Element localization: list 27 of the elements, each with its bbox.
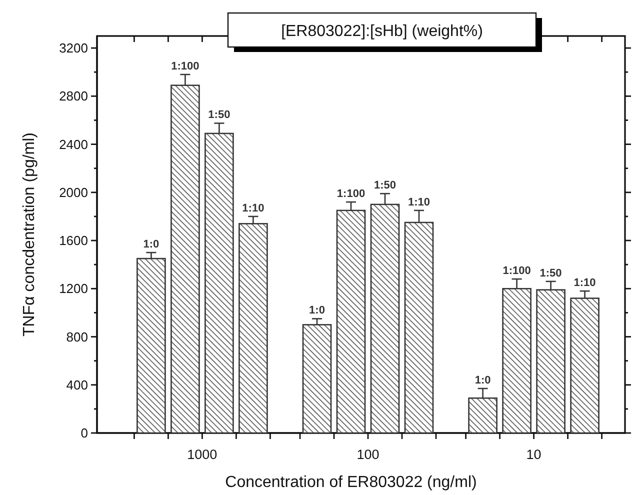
text: 1:10 bbox=[242, 202, 264, 214]
series-label: 1:10 bbox=[574, 277, 596, 290]
series-label: 1:100 bbox=[336, 188, 366, 200]
text: 1:100 bbox=[502, 265, 531, 278]
y-tick-label: 400 bbox=[66, 377, 88, 392]
x-axis-title: Concentration of ER803022 (ng/ml) bbox=[225, 474, 477, 491]
text: 1:0 bbox=[309, 304, 325, 317]
y-tick-label: 800 bbox=[66, 329, 88, 344]
x-tick-label: 10 bbox=[526, 447, 542, 462]
y-tick-label: 0 bbox=[80, 426, 88, 441]
x-tick-label: 1000 bbox=[187, 447, 218, 462]
y-tick-label: 2400 bbox=[59, 136, 88, 152]
text: 1:50 bbox=[208, 109, 230, 122]
series-label: 1:0 bbox=[143, 238, 160, 251]
y-tick-label: 1600 bbox=[59, 233, 88, 248]
series-label: 1:50 bbox=[540, 267, 562, 280]
y-tick-label: 1200 bbox=[59, 281, 88, 296]
x-tick-label: 100 bbox=[356, 447, 380, 462]
text: 1:0 bbox=[474, 374, 491, 386]
y-tick-label: 3200 bbox=[59, 40, 88, 56]
text: 1:100 bbox=[171, 60, 200, 72]
y-tick-label: 2000 bbox=[59, 184, 88, 200]
chart-title: [ER803022]:[sHb] (weight%) bbox=[281, 23, 483, 40]
y-axis-title: TNFα concdentration (pg/ml) bbox=[21, 132, 38, 336]
text: 1:50 bbox=[374, 180, 396, 192]
y-tick-label: 2800 bbox=[59, 88, 88, 104]
text: 1:10 bbox=[408, 196, 430, 208]
